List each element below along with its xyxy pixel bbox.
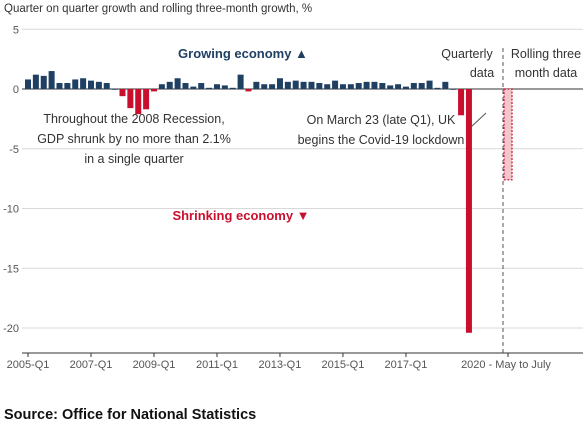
quarterly-bar <box>292 80 299 89</box>
quarterly-bar <box>269 84 276 89</box>
shrinking-economy-label: Shrinking economy ▼ <box>172 208 309 223</box>
quarterly-bar <box>402 86 409 89</box>
quarterly-bar <box>339 84 346 89</box>
recession-annotation-line-2: GDP shrunk by no more than 2.1% <box>37 132 231 146</box>
x-tick-label: 2011-Q1 <box>196 359 238 371</box>
quarterly-bar <box>182 83 189 89</box>
growing-economy-label: Growing economy ▲ <box>178 46 308 61</box>
quarterly-bar <box>308 81 315 89</box>
quarterly-bar <box>135 89 142 115</box>
quarterly-bar <box>174 78 181 89</box>
x-tick-label: 2015-Q1 <box>322 359 365 371</box>
quarterly-bar <box>458 89 465 116</box>
y-tick-label: -5 <box>9 144 19 156</box>
source-note: Source: Office for National Statistics <box>4 407 257 423</box>
quarterly-data-label-line-1: Quarterly <box>441 47 493 61</box>
quarterly-bar <box>253 81 260 89</box>
x-axis: 2005-Q1 2007-Q1 2009-Q1 2011-Q1 2013-Q1 2015-… <box>7 352 583 371</box>
quarterly-bar <box>150 89 157 92</box>
quarterly-bar <box>72 79 79 89</box>
quarterly-bar <box>418 83 425 89</box>
y-tick-label: 0 <box>13 84 19 96</box>
quarterly-bar <box>119 89 126 97</box>
quarterly-bar <box>158 84 165 89</box>
quarterly-bar <box>410 83 417 89</box>
x-tick-label: 2005-Q1 <box>7 359 50 371</box>
x-tick-label: 2020 - May to July <box>461 359 551 371</box>
quarterly-bar <box>198 83 205 89</box>
quarterly-bar <box>87 80 94 89</box>
quarterly-bar <box>316 83 323 89</box>
quarterly-bar <box>355 83 362 89</box>
quarterly-bar <box>213 84 220 89</box>
quarterly-bar <box>442 81 449 89</box>
quarterly-bar <box>32 74 39 89</box>
quarterly-bar <box>80 78 87 89</box>
y-tick-label: 5 <box>13 24 19 36</box>
quarterly-bar <box>324 84 331 89</box>
quarterly-bar <box>450 89 457 90</box>
quarterly-bar <box>261 84 268 89</box>
y-tick-label: -10 <box>3 204 19 216</box>
quarterly-bar <box>95 81 102 89</box>
quarterly-bar <box>465 89 472 333</box>
quarterly-bar <box>221 85 228 89</box>
rolling-data-label-line-1: Rolling three <box>511 47 581 61</box>
bars <box>25 71 513 333</box>
recession-annotation-line-3: in a single quarter <box>84 152 183 166</box>
quarterly-bar <box>143 89 150 110</box>
y-axis: 5 0 -5 -10 -15 -20 <box>3 24 19 335</box>
quarterly-bar <box>64 83 71 89</box>
quarterly-bar <box>300 81 307 89</box>
quarterly-bar <box>387 85 394 89</box>
quarterly-bar <box>127 89 134 109</box>
chart-subtitle: Quarter on quarter growth and rolling th… <box>4 3 312 15</box>
quarterly-bar <box>284 81 291 89</box>
quarterly-bar <box>25 79 31 89</box>
x-tick-label: 2009-Q1 <box>133 359 176 371</box>
quarterly-bar <box>426 80 433 89</box>
quarterly-bar <box>434 87 441 89</box>
quarterly-bar <box>48 71 55 89</box>
gridlines <box>22 28 583 329</box>
rolling-bar <box>503 88 513 181</box>
quarterly-bar <box>206 87 213 89</box>
covid-annotation-line-1: On March 23 (late Q1), UK <box>307 113 456 127</box>
quarterly-bar <box>56 83 63 89</box>
y-tick-label: -15 <box>3 263 19 275</box>
quarterly-bar <box>40 75 47 89</box>
covid-annotation-pointer <box>470 112 487 128</box>
quarterly-bar <box>245 89 252 92</box>
x-tick-label: 2013-Q1 <box>259 359 302 371</box>
y-tick-label: -20 <box>3 323 19 335</box>
quarterly-bar <box>166 81 173 89</box>
rolling-data-label-line-2: month data <box>515 66 578 80</box>
quarterly-bar <box>229 87 236 89</box>
quarterly-bar <box>276 78 283 89</box>
quarterly-bar <box>190 86 197 89</box>
quarterly-bar <box>395 84 402 89</box>
quarterly-bar <box>237 74 244 89</box>
quarterly-bar <box>347 84 354 89</box>
quarterly-bar <box>363 81 370 89</box>
covid-annotation-line-2: begins the Covid-19 lockdown <box>298 133 465 147</box>
quarterly-bar <box>379 83 386 89</box>
quarterly-bar <box>111 89 118 90</box>
recession-annotation-line-1: Throughout the 2008 Recession, <box>43 112 224 126</box>
x-tick-label: 2007-Q1 <box>70 359 113 371</box>
quarterly-bar <box>371 81 378 89</box>
quarterly-bar <box>103 83 110 89</box>
quarterly-bar <box>332 80 339 89</box>
x-tick-label: 2017-Q1 <box>385 359 428 371</box>
quarterly-data-label-line-2: data <box>470 66 494 80</box>
